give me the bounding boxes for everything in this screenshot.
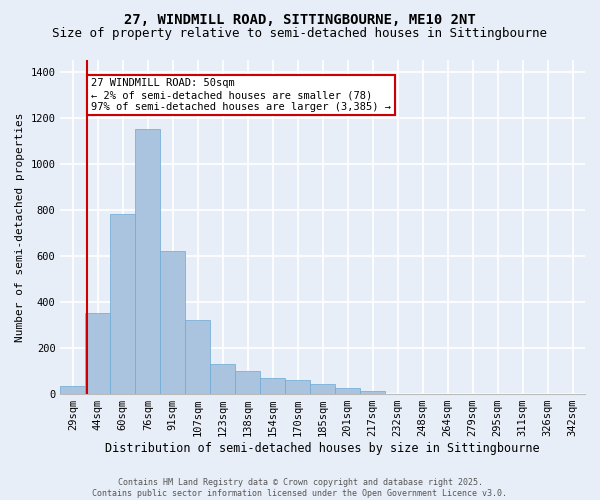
Bar [335,388,360,394]
Text: 27, WINDMILL ROAD, SITTINGBOURNE, ME10 2NT: 27, WINDMILL ROAD, SITTINGBOURNE, ME10 2… [124,12,476,26]
Bar [61,386,85,394]
Bar [210,364,235,394]
Bar [235,371,260,394]
Bar [285,380,310,394]
Text: Size of property relative to semi-detached houses in Sittingbourne: Size of property relative to semi-detach… [53,28,548,40]
Bar [360,392,385,394]
Bar [260,378,285,394]
Bar [185,320,210,394]
Bar [110,214,136,394]
Y-axis label: Number of semi-detached properties: Number of semi-detached properties [15,112,25,342]
Bar [85,314,110,394]
Text: Contains HM Land Registry data © Crown copyright and database right 2025.
Contai: Contains HM Land Registry data © Crown c… [92,478,508,498]
Text: 27 WINDMILL ROAD: 50sqm
← 2% of semi-detached houses are smaller (78)
97% of sem: 27 WINDMILL ROAD: 50sqm ← 2% of semi-det… [91,78,391,112]
Bar [136,129,160,394]
Bar [310,384,335,394]
X-axis label: Distribution of semi-detached houses by size in Sittingbourne: Distribution of semi-detached houses by … [106,442,540,455]
Bar [160,251,185,394]
